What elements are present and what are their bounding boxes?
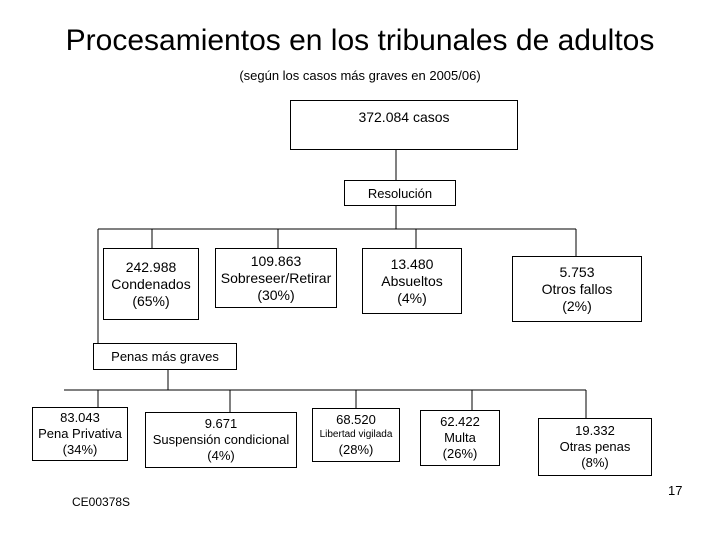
- footer-code: CE00378S: [72, 495, 131, 509]
- outcome-label: Otros fallos: [541, 280, 613, 297]
- penalty-value: 19.332: [575, 423, 615, 438]
- penalty-label: Libertad vigilada: [319, 429, 393, 440]
- penalty-value: 68.520: [336, 412, 376, 427]
- penalty-box-probation: 68.520 Libertad vigilada (28%): [312, 408, 400, 462]
- penalty-pct: (28%): [338, 442, 374, 457]
- outcome-value: 109.863: [250, 253, 302, 269]
- penalties-header-label: Penas más graves: [111, 349, 219, 364]
- penalty-pct: (26%): [442, 446, 478, 461]
- penalty-value: 83.043: [60, 410, 100, 425]
- outcome-pct: (30%): [257, 287, 295, 303]
- outcome-value: 5.753: [559, 263, 595, 280]
- outcome-box-dismissed: 109.863 Sobreseer/Retirar (30%): [215, 248, 337, 308]
- outcome-pct: (4%): [397, 289, 427, 306]
- penalty-pct: (8%): [581, 455, 609, 470]
- penalty-label: Multa: [444, 430, 476, 445]
- penalty-box-fine: 62.422 Multa (26%): [420, 410, 500, 466]
- root-cases-box: 372.084 casos: [290, 100, 518, 150]
- outcome-box-condemned: 242.988 Condenados (65%): [103, 248, 199, 320]
- resolution-box: Resolución: [344, 180, 456, 206]
- penalty-label: Pena Privativa: [38, 426, 122, 441]
- penalty-pct: (34%): [62, 442, 98, 457]
- penalty-box-custodial: 83.043 Pena Privativa (34%): [32, 407, 128, 461]
- page-subtitle: (según los casos más graves en 2005/06): [239, 68, 481, 83]
- penalty-box-suspended: 9.671 Suspensión condicional (4%): [145, 412, 297, 468]
- outcome-pct: (65%): [132, 292, 170, 309]
- outcome-box-other: 5.753 Otros fallos (2%): [512, 256, 642, 322]
- outcome-label: Condenados: [111, 275, 191, 292]
- outcome-label: Absueltos: [381, 272, 443, 289]
- penalty-label: Suspensión condicional: [152, 432, 290, 447]
- penalty-pct: (4%): [207, 448, 235, 463]
- penalty-label: Otras penas: [559, 439, 631, 454]
- outcome-value: 242.988: [125, 258, 177, 275]
- outcome-label: Sobreseer/Retirar: [220, 270, 332, 286]
- page-title: Procesamientos en los tribunales de adul…: [65, 24, 655, 57]
- penalty-box-other: 19.332 Otras penas (8%): [538, 418, 652, 476]
- penalty-value: 9.671: [204, 416, 238, 431]
- page-number: 17: [668, 483, 683, 498]
- root-cases-label: 372.084 casos: [358, 109, 450, 125]
- penalty-value: 62.422: [440, 414, 480, 429]
- outcome-pct: (2%): [562, 297, 592, 314]
- penalties-header-box: Penas más graves: [93, 343, 237, 370]
- outcome-value: 13.480: [390, 255, 434, 272]
- outcome-box-acquitted: 13.480 Absueltos (4%): [362, 248, 462, 314]
- resolution-label: Resolución: [367, 185, 433, 201]
